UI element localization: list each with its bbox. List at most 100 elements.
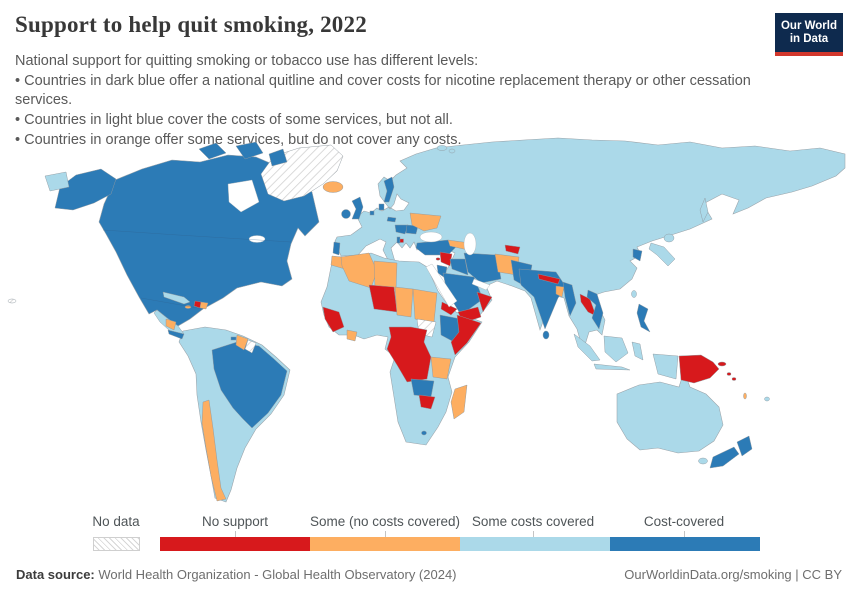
- map-region-arctic-island[interactable]: [268, 148, 288, 167]
- map-region-suriname[interactable]: [244, 339, 257, 354]
- hudson-bay-water: [227, 179, 260, 213]
- map-region-sri-lanka[interactable]: [542, 330, 550, 340]
- map-legend: No data No support Some (no costs covere…: [0, 512, 850, 556]
- map-region-central-africa[interactable]: [386, 326, 432, 383]
- legend-tick: [385, 531, 386, 537]
- owid-logo[interactable]: Our World in Data: [775, 13, 843, 56]
- map-region-guyana[interactable]: [235, 334, 249, 351]
- map-region-nepal[interactable]: [537, 273, 561, 285]
- map-region-syria[interactable]: [439, 251, 453, 267]
- map-region-fiji[interactable]: [764, 396, 770, 402]
- map-region-netherlands[interactable]: [369, 210, 375, 216]
- map-region-denmark[interactable]: [378, 203, 385, 211]
- map-region-cuba[interactable]: [162, 291, 191, 305]
- map-region-new-zealand-north[interactable]: [736, 435, 753, 457]
- map-region-zambia[interactable]: [410, 378, 435, 398]
- world-map: [0, 133, 850, 513]
- map-region-zimbabwe[interactable]: [418, 394, 436, 410]
- map-region-taiwan[interactable]: [631, 290, 637, 298]
- map-region-iraq[interactable]: [449, 258, 469, 276]
- map-region-new-zealand-south[interactable]: [709, 446, 740, 469]
- map-region-sudan[interactable]: [412, 288, 438, 323]
- map-region-arctic-island[interactable]: [198, 142, 227, 160]
- map-region-albania[interactable]: [396, 236, 401, 244]
- subtitle-bullet-dark-blue: • Countries in dark blue offer a nationa…: [15, 73, 751, 108]
- map-region-brazil[interactable]: [211, 341, 288, 429]
- map-region-north-america[interactable]: [98, 154, 320, 327]
- legend-label-some-no-costs: Some (no costs covered): [309, 514, 461, 529]
- map-region-solomon[interactable]: [731, 377, 737, 381]
- map-region-sumatra[interactable]: [573, 333, 601, 362]
- map-region-svalbard[interactable]: [448, 148, 456, 154]
- legend-tick: [533, 531, 534, 537]
- map-region-bangladesh[interactable]: [555, 285, 565, 298]
- map-region-sulawesi[interactable]: [631, 341, 644, 361]
- data-source-label: Data source:: [16, 567, 95, 582]
- map-region-dominican-republic[interactable]: [199, 301, 209, 310]
- map-region-west-coast-guinea[interactable]: [322, 306, 345, 333]
- map-region-west-papua[interactable]: [652, 353, 679, 380]
- map-region-oman[interactable]: [476, 291, 493, 313]
- owid-logo-line1: Our World: [780, 19, 837, 32]
- map-region-svalbard[interactable]: [436, 145, 448, 151]
- map-region-myanmar[interactable]: [562, 281, 577, 317]
- legend-tick: [684, 531, 685, 537]
- legend-swatch-some-no-costs[interactable]: [310, 537, 460, 551]
- map-region-nicaragua[interactable]: [165, 318, 177, 331]
- map-region-sweden[interactable]: [383, 176, 395, 203]
- map-region-cyprus[interactable]: [435, 257, 441, 261]
- map-region-philippines[interactable]: [636, 303, 651, 333]
- map-region-sakhalin[interactable]: [699, 197, 709, 223]
- map-region-eritrea[interactable]: [440, 301, 458, 316]
- map-region-chukotka-west[interactable]: [44, 171, 70, 192]
- map-region-borneo[interactable]: [603, 335, 629, 363]
- legend-swatch-no-support[interactable]: [160, 537, 310, 551]
- owid-logo-line2: in Data: [789, 32, 829, 45]
- map-region-tajikistan[interactable]: [504, 244, 521, 255]
- map-region-north-macedonia[interactable]: [399, 238, 404, 243]
- map-region-india[interactable]: [518, 268, 567, 330]
- map-region-ukraine[interactable]: [409, 212, 442, 232]
- map-region-new-britain[interactable]: [717, 361, 727, 367]
- map-region-somalia[interactable]: [450, 314, 482, 356]
- map-region-tanzania[interactable]: [430, 356, 452, 380]
- chart-footer: Data source: World Health Organization -…: [16, 567, 842, 582]
- legend-swatch-no-data[interactable]: [93, 537, 140, 551]
- map-region-papua-new-guinea[interactable]: [678, 354, 720, 384]
- map-region-tasmania[interactable]: [698, 457, 708, 465]
- map-region-costa-rica-panama[interactable]: [167, 329, 185, 340]
- map-region-java[interactable]: [593, 363, 631, 371]
- map-region-czechia[interactable]: [386, 216, 397, 223]
- map-region-madagascar[interactable]: [450, 384, 468, 420]
- map-region-japan[interactable]: [648, 242, 676, 267]
- map-region-solomon[interactable]: [726, 372, 732, 376]
- map-region-lesotho[interactable]: [421, 430, 427, 436]
- map-region-trinidad[interactable]: [230, 336, 237, 341]
- map-region-united-kingdom[interactable]: [351, 196, 364, 220]
- subtitle-intro: National support for quitting smoking or…: [15, 53, 479, 69]
- map-region-chad[interactable]: [394, 286, 414, 318]
- legend-swatch-some-costs[interactable]: [460, 537, 610, 551]
- map-region-pannonia[interactable]: [394, 224, 409, 235]
- map-region-iran[interactable]: [463, 252, 502, 284]
- map-region-ireland[interactable]: [341, 209, 351, 219]
- credit-link[interactable]: OurWorldinData.org/smoking | CC BY: [624, 567, 842, 582]
- map-region-south-korea[interactable]: [632, 248, 643, 262]
- map-region-australia[interactable]: [616, 370, 724, 454]
- great-lakes-water: [248, 235, 266, 243]
- map-region-ghana[interactable]: [346, 329, 358, 342]
- map-region-vietnam[interactable]: [586, 289, 604, 330]
- map-region-hokkaido[interactable]: [663, 233, 675, 243]
- map-region-arctic-island[interactable]: [235, 141, 264, 160]
- map-region-vanuatu[interactable]: [743, 392, 747, 400]
- map-region-jamaica[interactable]: [184, 305, 192, 309]
- map-region-left-edge-islands[interactable]: [7, 298, 17, 304]
- chart-subtitle: National support for quitting smoking or…: [15, 52, 765, 151]
- us-mexico-border: [140, 297, 204, 310]
- us-canada-border: [102, 229, 292, 243]
- map-region-portugal[interactable]: [332, 241, 341, 256]
- map-region-chile[interactable]: [201, 399, 227, 502]
- map-region-iceland[interactable]: [322, 181, 344, 193]
- legend-swatch-cost-covered[interactable]: [610, 537, 760, 551]
